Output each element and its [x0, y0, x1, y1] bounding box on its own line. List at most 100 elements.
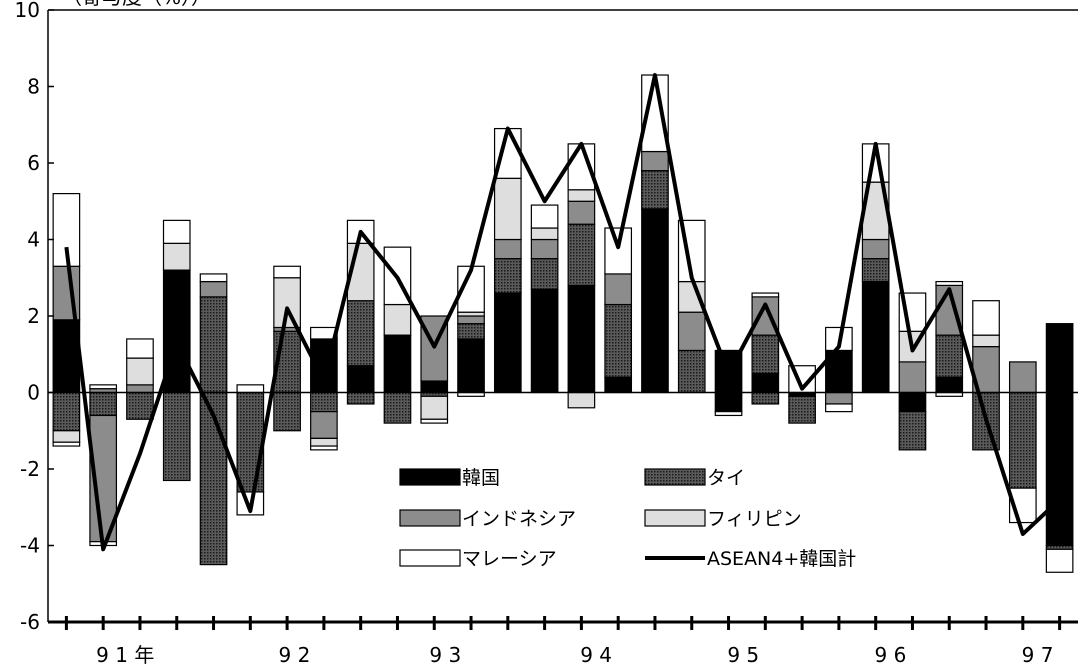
bar-segment-malaysia — [236, 384, 265, 394]
bar-segment-thailand — [898, 411, 927, 451]
bar-segment-indonesia — [604, 273, 633, 306]
legend-label-indonesia: インドネシア — [462, 508, 576, 530]
bar-segment-malaysia — [714, 411, 743, 417]
bar-segment-indonesia — [457, 315, 485, 325]
bar-segment-thailand — [89, 391, 118, 417]
legend-swatch-korea — [399, 468, 461, 486]
bar-segment-malaysia — [199, 273, 228, 283]
bar-segment-malaysia — [89, 384, 118, 390]
x-year-label: 9 2 — [279, 643, 311, 667]
bar-segment-philippines — [567, 391, 596, 409]
bar-segment-thailand — [861, 258, 890, 283]
bar-segment-philippines — [383, 303, 412, 336]
bar-segment-thailand — [457, 323, 485, 340]
bar-segment-thailand — [126, 391, 154, 420]
legend-label-korea: 韓国 — [462, 467, 500, 489]
x-axis: 9 1 年 9 2 9 3 9 4 9 5 9 6 9 7 — [48, 616, 1078, 667]
bar-segment-korea — [420, 380, 449, 394]
legend-label-line: ASEAN4+韓国計 — [707, 548, 856, 570]
bar-segment-thailand — [604, 303, 633, 378]
bar-segment-indonesia — [199, 280, 228, 298]
bar-segment-philippines — [52, 430, 81, 443]
legend-swatch-thailand — [644, 468, 706, 486]
bar-segment-thailand — [788, 395, 816, 424]
x-year-label: 9 3 — [429, 643, 461, 667]
legend-swatch-philippines — [644, 509, 706, 527]
bar-segment-philippines — [126, 357, 154, 386]
bar-segment-korea — [493, 292, 522, 394]
x-year-label: 9 5 — [727, 643, 759, 667]
bar-segment-malaysia — [126, 338, 154, 359]
total-line — [64, 73, 1061, 552]
bar-segment-korea — [1045, 323, 1074, 394]
bar-segment-malaysia — [825, 403, 853, 413]
bar-segment-indonesia — [677, 311, 706, 352]
bar-segment-korea — [861, 280, 890, 394]
bar-segment-malaysia — [420, 418, 449, 424]
bar-segment-korea — [383, 334, 412, 394]
y-tick-label: -2 — [20, 457, 40, 481]
bar-segment-indonesia — [126, 384, 154, 394]
bar-segment-malaysia — [530, 204, 559, 229]
bar-segment-thailand — [493, 258, 522, 294]
legend-swatch-indonesia — [399, 509, 461, 527]
y-tick-label: 6 — [27, 151, 40, 175]
bar-segment-korea — [346, 365, 375, 394]
bar-segment-indonesia — [567, 200, 596, 225]
bar-segment-philippines — [530, 227, 559, 241]
bar-segment-indonesia — [310, 411, 338, 439]
bar-segment-thailand — [310, 391, 338, 413]
bar-segment-indonesia — [641, 150, 669, 172]
y-tick-label: 8 — [27, 75, 40, 99]
bar-segment-thailand — [346, 300, 375, 367]
bar-segment-philippines — [567, 189, 596, 202]
bar-segment-philippines — [273, 277, 301, 329]
x-year-label: 9 4 — [580, 643, 612, 667]
bar-segment-korea — [935, 376, 964, 394]
bar-segment-thailand — [1008, 391, 1037, 489]
bar-segment-philippines — [420, 395, 449, 420]
bar-segment-korea — [567, 284, 596, 394]
bar-segment-korea — [530, 288, 559, 394]
bar-segment-malaysia — [1045, 548, 1074, 573]
y-tick-label: 0 — [27, 381, 40, 405]
bar-segment-indonesia — [52, 265, 81, 321]
bar-segment-malaysia — [273, 265, 301, 279]
bar-segment-malaysia — [310, 445, 338, 451]
bar-segment-thailand — [383, 391, 412, 424]
bar-segment-malaysia — [751, 292, 780, 298]
bar-segment-thailand — [199, 296, 228, 394]
bar-segment-thailand — [567, 223, 596, 286]
legend-swatch-malaysia — [399, 549, 461, 567]
bar-segment-korea — [604, 376, 633, 394]
x-year-label: 9 1 年 — [96, 643, 154, 667]
x-year-label: 9 7 — [1022, 643, 1054, 667]
legend-label-malaysia: マレーシア — [462, 548, 557, 570]
legend-label-philippines: フィリピン — [707, 508, 802, 530]
bar-segment-indonesia — [825, 391, 853, 405]
bar-segment-indonesia — [530, 238, 559, 260]
bar-segment-thailand — [935, 334, 964, 378]
bar-segment-thailand — [751, 391, 780, 405]
bar-segment-philippines — [310, 437, 338, 447]
y-tick-label: 4 — [27, 228, 40, 252]
bar-segment-thailand — [677, 349, 706, 394]
bar-segment-korea — [1045, 391, 1074, 547]
bar-segment-korea — [751, 372, 780, 394]
bar-segment-thailand — [641, 170, 669, 210]
bar-segment-thailand — [751, 334, 780, 374]
y-tick-label: 2 — [27, 304, 40, 328]
bar-segment-korea — [457, 338, 485, 394]
bar-segment-malaysia — [162, 219, 191, 244]
bar-segment-thailand — [162, 391, 191, 482]
bar-segment-indonesia — [493, 238, 522, 260]
bar-segment-korea — [714, 391, 743, 413]
bar-segment-thailand — [236, 391, 265, 493]
bar-segment-thailand — [52, 391, 81, 432]
bar-segment-indonesia — [1008, 361, 1037, 394]
plot-area — [47, 9, 1078, 622]
bar-segment-thailand — [346, 391, 375, 405]
bar-segment-malaysia — [52, 441, 81, 447]
